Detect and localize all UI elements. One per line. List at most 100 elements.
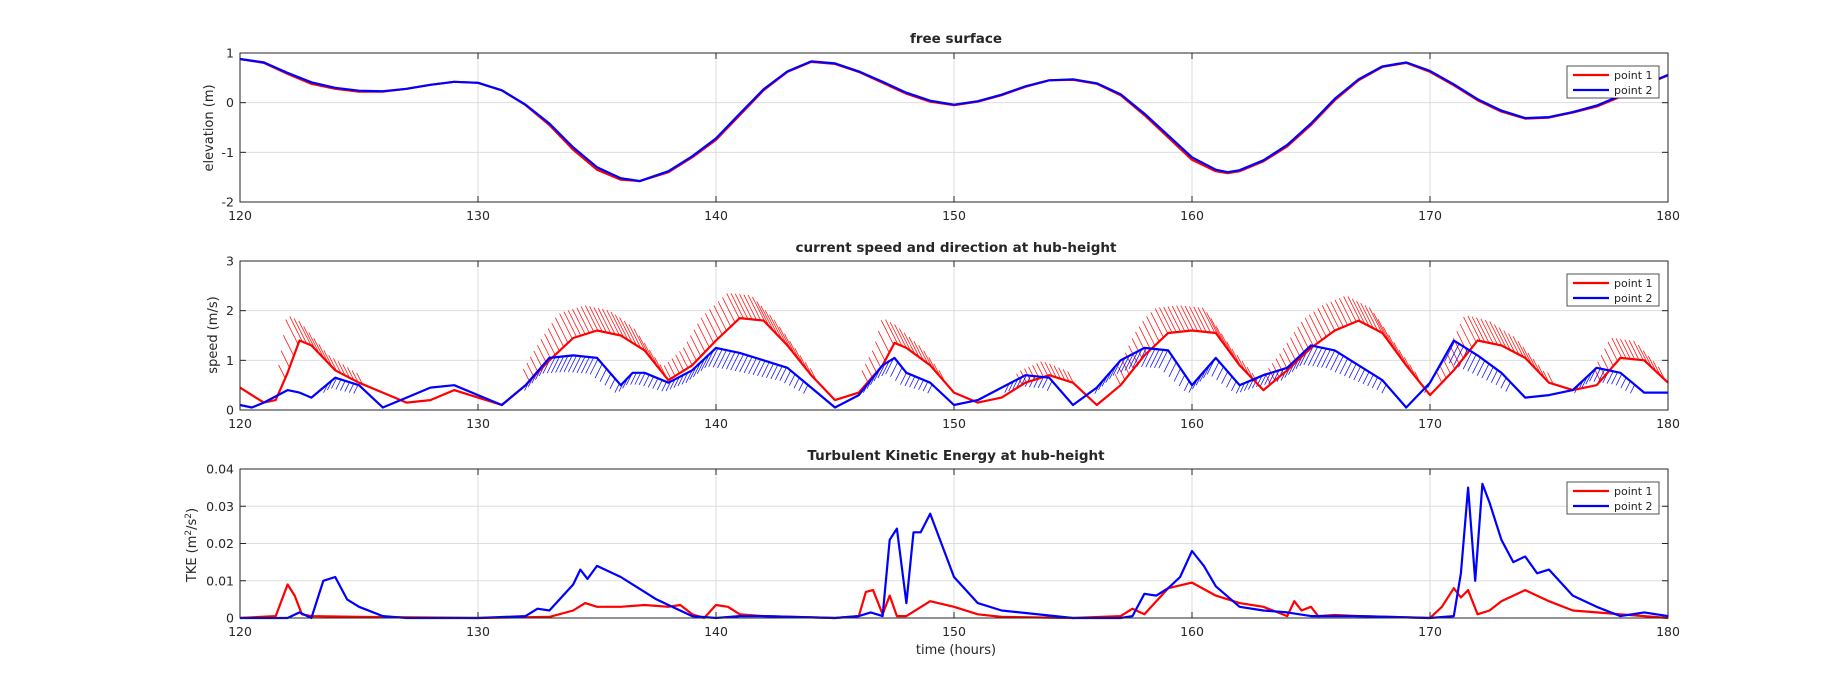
series-line-1: [239, 581, 1669, 620]
direction-stick: [1325, 350, 1336, 369]
direction-stick: [567, 355, 577, 373]
direction-stick: [1462, 351, 1473, 370]
direction-stick: [1611, 371, 1618, 385]
direction-stick: [540, 339, 552, 360]
direction-stick: [1046, 380, 1053, 391]
direction-stick: [713, 305, 727, 331]
direction-stick: [298, 320, 312, 346]
legend-label: point 2: [1614, 84, 1653, 97]
direction-stick: [1321, 349, 1331, 368]
direction-stick: [1163, 355, 1173, 373]
direction-stick: [700, 317, 714, 344]
x-tick-label: 120: [228, 208, 252, 223]
y-axis-label: elevation (m): [202, 84, 217, 171]
direction-stick: [1145, 348, 1156, 368]
direction-stick: [599, 368, 607, 382]
direction-stick: [1116, 357, 1126, 375]
direction-stick: [1347, 296, 1361, 322]
direction-stick: [875, 341, 886, 362]
direction-stick: [1168, 362, 1177, 378]
direction-stick: [1132, 348, 1143, 368]
chart-title: current speed and direction at hub-heigh…: [796, 240, 1118, 256]
series-line-1: [239, 317, 1669, 407]
direction-stick: [885, 319, 899, 345]
direction-stick: [1124, 352, 1134, 370]
direction-stick: [1312, 347, 1323, 367]
direction-stick: [690, 335, 702, 357]
y-tick-label: 1: [226, 46, 234, 61]
direction-stick: [1448, 343, 1460, 364]
direction-stick: [1247, 379, 1254, 390]
direction-stick: [730, 352, 740, 371]
direction-stick: [697, 323, 710, 348]
direction-stick: [1282, 348, 1293, 366]
direction-stick: [1353, 366, 1361, 381]
direction-stick: [533, 350, 543, 368]
x-tick-label: 150: [942, 624, 966, 639]
direction-stick: [656, 379, 663, 391]
direction-stick: [757, 360, 766, 377]
direction-stick: [1297, 326, 1310, 350]
direction-stick: [1467, 315, 1481, 342]
direction-stick: [1264, 372, 1271, 385]
direction-stick: [353, 384, 359, 394]
direction-stick: [559, 313, 573, 340]
legend-label: point 1: [1614, 485, 1653, 498]
direction-stick: [351, 370, 359, 383]
direction-stick: [725, 351, 736, 370]
direction-stick: [1290, 337, 1301, 358]
direction-stick: [734, 293, 749, 320]
direction-stick: [1303, 345, 1314, 366]
legend-label: point 2: [1614, 292, 1653, 305]
direction-stick: [602, 308, 616, 335]
direction-stick: [1135, 331, 1147, 354]
direction-stick: [547, 328, 560, 352]
direction-stick: [661, 381, 667, 392]
direction-stick: [1180, 305, 1194, 331]
direction-stick: [303, 326, 316, 350]
direction-stick: [895, 367, 903, 381]
direction-stick: [1193, 306, 1207, 333]
direction-stick: [1317, 308, 1331, 334]
direction-stick: [913, 377, 920, 389]
direction-stick: [1286, 342, 1297, 362]
direction-stick: [747, 294, 762, 321]
direction-stick: [1453, 346, 1464, 366]
direction-stick: [726, 293, 740, 319]
direction-stick: [344, 382, 350, 392]
direction-stick: [1131, 338, 1143, 359]
direction-stick: [285, 319, 299, 345]
direction-stick: [546, 357, 556, 374]
direction-stick: [1334, 299, 1349, 326]
direction-stick: [908, 336, 920, 358]
direction-stick: [1376, 379, 1383, 391]
series-line-2: [239, 57, 1669, 183]
direction-stick: [1176, 305, 1190, 332]
direction-stick: [903, 332, 916, 355]
direction-stick: [1231, 381, 1237, 392]
free-surface-panel: free surface elevation (m) 120 130 140 150 1…: [202, 31, 1680, 223]
direction-stick: [743, 356, 753, 374]
y-tick-label: -1: [222, 145, 234, 160]
direction-stick: [927, 384, 933, 394]
direction-stick: [922, 381, 929, 392]
direction-stick: [328, 355, 337, 372]
direction-stick: [1615, 373, 1623, 386]
x-tick-label: 140: [704, 624, 728, 639]
direction-stick: [1364, 305, 1378, 331]
direction-stick: [1037, 376, 1044, 389]
y-tick-label: 0: [226, 403, 234, 418]
direction-stick: [864, 363, 873, 378]
direction-stick: [593, 307, 607, 333]
direction-stick: [1444, 340, 1456, 362]
direction-stick: [779, 367, 787, 381]
direction-stick: [894, 324, 907, 349]
direction-stick: [1173, 368, 1181, 382]
direction-stick: [1159, 307, 1173, 333]
y-axis-label: speed (m/s): [206, 296, 221, 373]
direction-stick: [1494, 324, 1507, 349]
direction-stick: [1053, 365, 1061, 379]
direction-stick: [798, 381, 804, 392]
x-tick-label: 170: [1418, 208, 1442, 223]
x-tick-label: 180: [1656, 624, 1680, 639]
